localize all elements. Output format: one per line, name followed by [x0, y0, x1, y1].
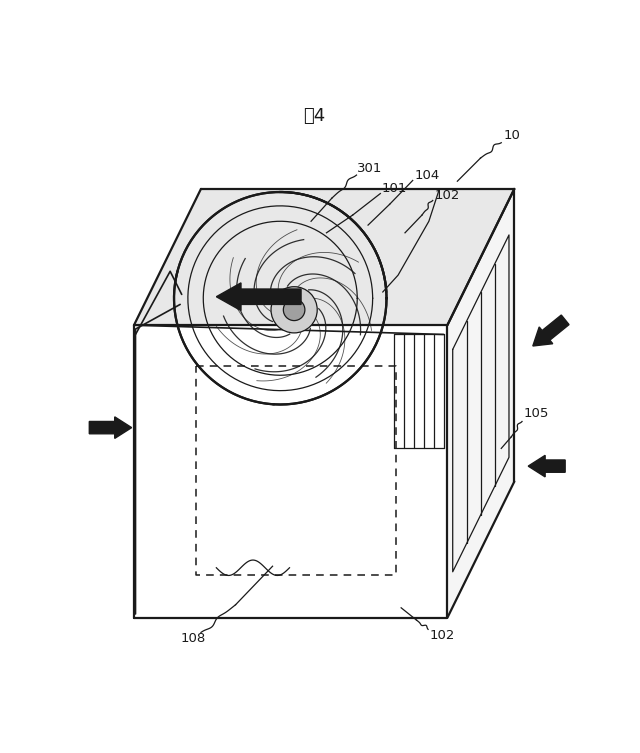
FancyArrow shape: [90, 417, 132, 438]
FancyArrow shape: [528, 456, 565, 477]
Text: 105: 105: [524, 407, 549, 420]
Text: 10: 10: [504, 129, 520, 142]
Text: 108: 108: [180, 632, 205, 645]
Text: 101: 101: [382, 182, 407, 196]
Circle shape: [271, 287, 317, 333]
Text: 102: 102: [429, 629, 455, 642]
Text: 104: 104: [414, 169, 440, 181]
Text: 围4: 围4: [303, 107, 325, 125]
Text: 301: 301: [357, 163, 383, 175]
Polygon shape: [134, 189, 515, 325]
Text: 102: 102: [435, 188, 460, 202]
FancyArrow shape: [216, 283, 301, 310]
Circle shape: [284, 299, 305, 321]
Polygon shape: [447, 189, 515, 617]
FancyArrow shape: [533, 315, 569, 346]
